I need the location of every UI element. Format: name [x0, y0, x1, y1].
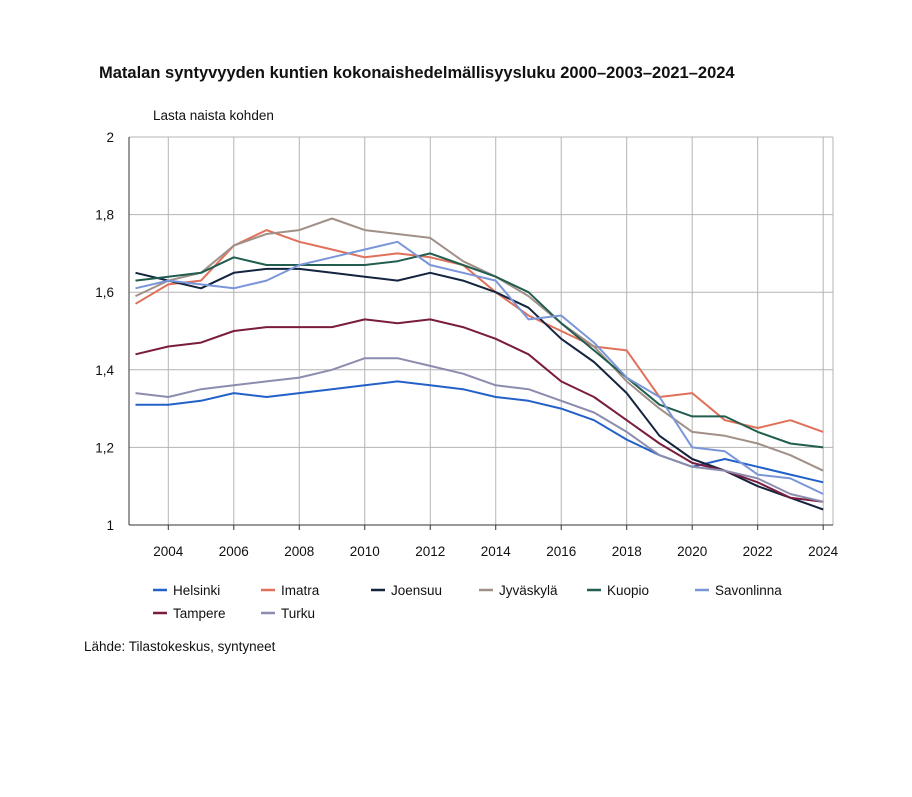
- grid: [129, 136, 834, 525]
- x-tick-label: 2018: [612, 544, 642, 559]
- x-tick-label: 2022: [743, 544, 773, 559]
- series-line-jyvaskyla: [135, 217, 824, 472]
- x-tick-label: 2020: [677, 544, 707, 559]
- y-tick-label: 1: [106, 518, 114, 533]
- x-tick-label: 2012: [415, 544, 445, 559]
- legend-label-tampere: Tampere: [173, 606, 226, 621]
- series-line-tampere: [135, 318, 824, 503]
- y-tick-label: 1,6: [95, 285, 114, 300]
- x-tick-label: 2014: [481, 544, 512, 559]
- source-note: Lähde: Tilastokeskus, syntyneet: [84, 639, 276, 654]
- x-tick-label: 2006: [219, 544, 249, 559]
- x-tick-label: 2024: [808, 544, 839, 559]
- x-tick-label: 2008: [284, 544, 314, 559]
- legend-label-kuopio: Kuopio: [607, 583, 649, 598]
- x-axis-ticks: 2004 2006 2008 2010 2012 2014 2016 2018 2020 2022…: [153, 544, 838, 559]
- y-tick-label: 1,2: [95, 440, 114, 455]
- series-line-kuopio: [135, 252, 824, 449]
- legend: Helsinki Imatra Joensuu Jyväskylä Kuopio Savo…: [153, 583, 782, 621]
- legend-label-imatra: Imatra: [281, 583, 320, 598]
- axes: [128, 137, 833, 530]
- chart-title: Matalan syntyvyyden kuntien kokonaishede…: [99, 64, 735, 82]
- legend-label-helsinki: Helsinki: [173, 583, 220, 598]
- x-tick-label: 2016: [546, 544, 576, 559]
- legend-label-joensuu: Joensuu: [391, 583, 442, 598]
- series-line-joensuu: [135, 267, 824, 511]
- series-line-helsinki: [135, 380, 824, 484]
- y-tick-label: 2: [106, 130, 114, 145]
- y-axis-ticks: 1 1,2 1,4 1,6 1,8 2: [95, 130, 114, 533]
- series-line-turku: [135, 357, 824, 503]
- y-tick-label: 1,4: [95, 363, 114, 378]
- x-tick-label: 2010: [350, 544, 380, 559]
- y-tick-label: 1,8: [95, 208, 114, 223]
- legend-label-turku: Turku: [281, 606, 315, 621]
- x-tick-label: 2004: [153, 544, 184, 559]
- series-line-savonlinna: [135, 240, 824, 495]
- y-axis-label: Lasta naista kohden: [153, 108, 274, 123]
- series-line-imatra: [134, 229, 824, 433]
- series-lines: [134, 217, 824, 511]
- legend-label-jyvaskyla: Jyväskylä: [499, 583, 558, 598]
- legend-label-savonlinna: Savonlinna: [715, 583, 782, 598]
